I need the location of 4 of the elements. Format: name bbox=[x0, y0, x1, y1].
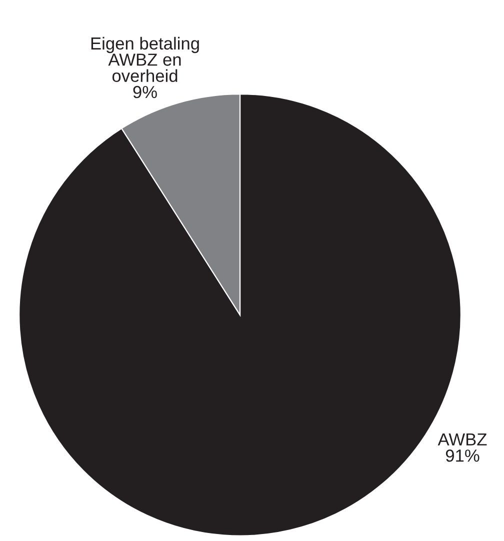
slice-label: Eigen betaling AWBZ en overheid bbox=[91, 36, 199, 82]
data-label: 9% bbox=[133, 86, 157, 98]
data-label: 91% bbox=[446, 449, 480, 462]
slice-label: AWBZ bbox=[438, 433, 487, 446]
